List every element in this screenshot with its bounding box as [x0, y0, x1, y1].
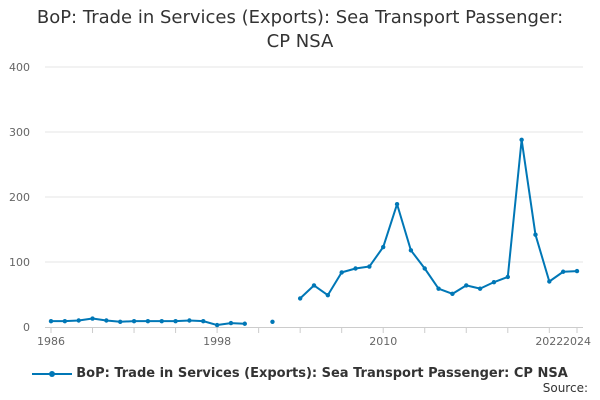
legend[interactable]: BoP: Trade in Services (Exports): Sea Tr…	[0, 366, 600, 381]
legend-swatch	[32, 368, 73, 380]
data-point[interactable]	[436, 286, 441, 291]
data-point[interactable]	[477, 286, 483, 291]
y-tick-label: 400	[9, 61, 30, 74]
data-point[interactable]	[560, 269, 566, 274]
data-point[interactable]	[491, 279, 497, 285]
y-tick-label: 0	[23, 321, 30, 334]
data-point[interactable]	[422, 266, 427, 271]
data-point[interactable]	[159, 318, 164, 324]
data-point[interactable]	[201, 318, 206, 324]
data-point[interactable]	[242, 321, 247, 326]
data-point[interactable]	[408, 248, 414, 253]
data-point[interactable]	[339, 270, 344, 275]
x-tick-label: 2010	[369, 335, 397, 348]
data-point[interactable]	[574, 268, 580, 274]
legend-marker	[49, 370, 56, 377]
chart-title: BoP: Trade in Services (Exports): Sea Tr…	[20, 6, 580, 54]
series-group	[48, 137, 580, 328]
data-point[interactable]	[325, 292, 331, 298]
gridlines	[45, 66, 583, 263]
data-point[interactable]	[187, 318, 192, 323]
data-point[interactable]	[214, 322, 220, 328]
source-label: Source:	[542, 381, 588, 395]
data-point[interactable]	[311, 283, 317, 288]
data-point[interactable]	[48, 318, 54, 324]
data-point[interactable]	[367, 264, 372, 269]
data-point[interactable]	[464, 283, 469, 288]
data-point[interactable]	[450, 291, 455, 297]
data-point[interactable]	[90, 316, 95, 321]
chart-title-line-2: CP NSA	[266, 31, 334, 52]
data-point[interactable]	[76, 318, 81, 323]
x-tick-label: 1986	[37, 335, 65, 348]
legend-label: BoP: Trade in Services (Exports): Sea Tr…	[76, 366, 568, 381]
data-point[interactable]	[394, 201, 400, 207]
y-tick-label: 200	[9, 191, 30, 204]
data-point[interactable]	[505, 274, 510, 280]
data-point[interactable]	[62, 318, 68, 324]
data-point[interactable]	[104, 318, 109, 323]
data-point[interactable]	[131, 318, 137, 324]
data-point[interactable]	[519, 137, 524, 142]
data-point[interactable]	[270, 319, 275, 324]
x-axis: 1986 1998 2010 2022 2024	[37, 327, 591, 348]
chart-title-line-1: BoP: Trade in Services (Exports): Sea Tr…	[36, 7, 564, 28]
data-point[interactable]	[145, 318, 151, 324]
y-axis: 0 100 200 300 400	[9, 61, 30, 334]
y-tick-label: 100	[9, 256, 30, 269]
data-point[interactable]	[228, 320, 234, 326]
data-point[interactable]	[353, 266, 358, 271]
data-point[interactable]	[547, 279, 552, 284]
data-point[interactable]	[297, 296, 303, 301]
y-tick-label: 300	[9, 126, 30, 139]
data-point[interactable]	[381, 244, 386, 250]
x-tick-label: 1998	[203, 335, 231, 348]
data-point[interactable]	[533, 232, 538, 237]
x-tick-label: 2022	[535, 335, 563, 348]
series-line	[299, 138, 578, 300]
data-point[interactable]	[118, 319, 123, 324]
data-point[interactable]	[173, 318, 178, 324]
x-tick-label: 2024	[563, 335, 591, 348]
